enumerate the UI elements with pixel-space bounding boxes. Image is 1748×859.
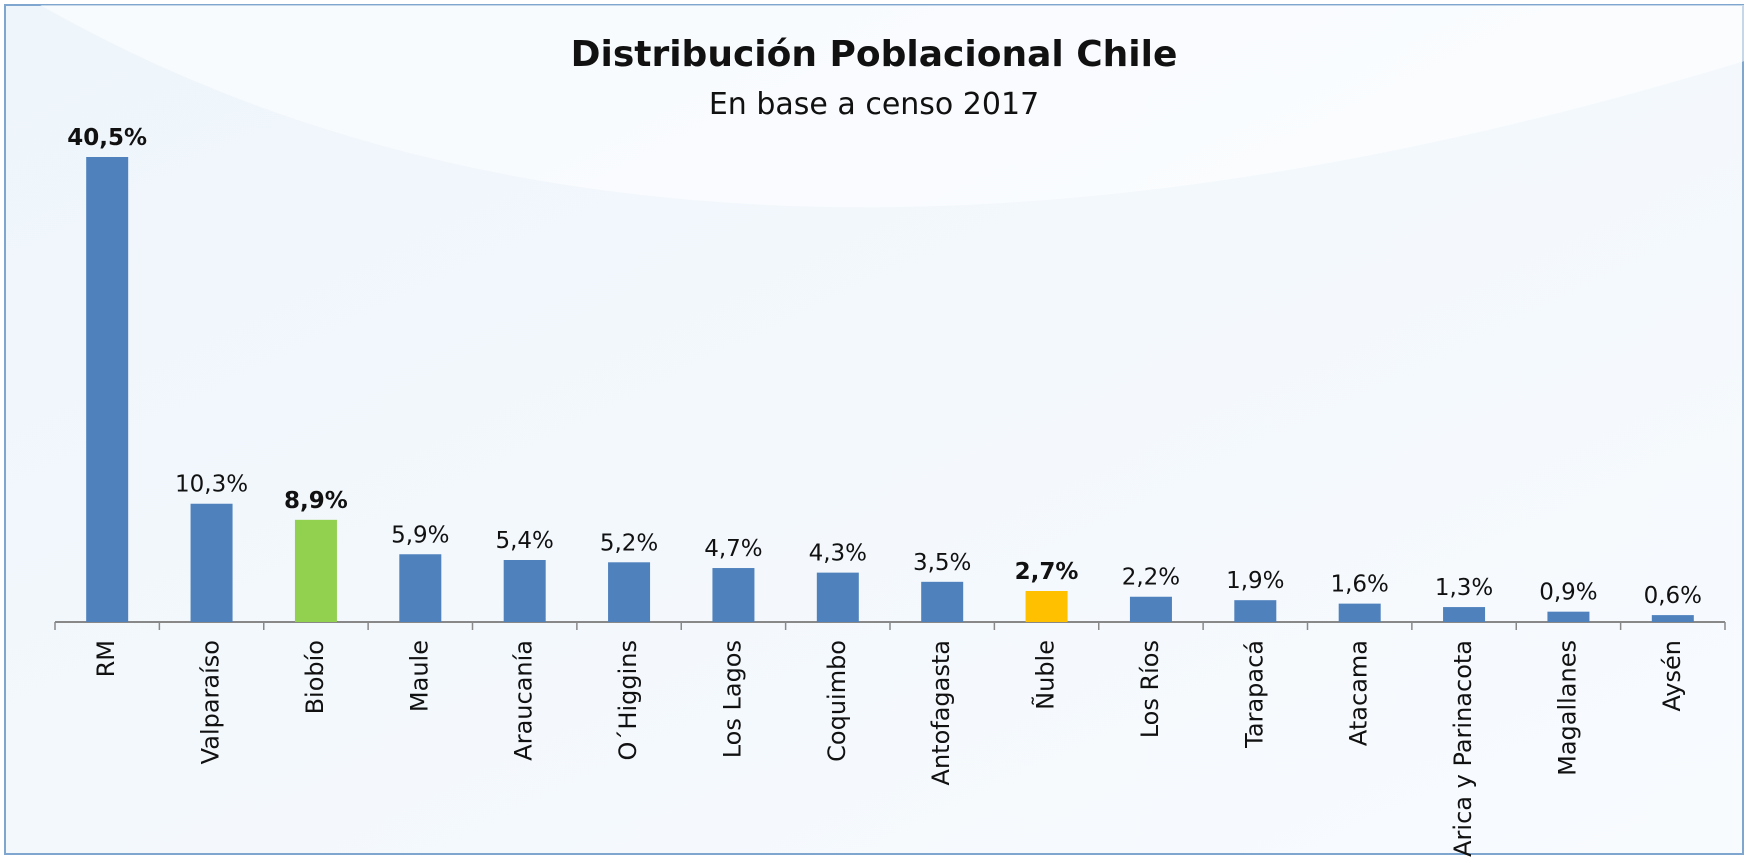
bar bbox=[1129, 596, 1172, 622]
bar bbox=[1547, 611, 1590, 622]
x-tick-label: Maule bbox=[405, 640, 433, 712]
value-label: 10,3% bbox=[175, 472, 248, 498]
value-label: 0,9% bbox=[1539, 580, 1597, 606]
bar bbox=[86, 157, 129, 622]
decor bbox=[40, 5, 1748, 208]
value-label: 4,7% bbox=[704, 536, 762, 562]
x-tick-label: Tarapacá bbox=[1240, 640, 1268, 749]
value-label: 1,9% bbox=[1226, 568, 1284, 594]
value-label: 3,5% bbox=[913, 550, 971, 576]
x-tick-label: Los Ríos bbox=[1136, 640, 1164, 738]
bar bbox=[190, 503, 233, 622]
x-tick-label: Atacama bbox=[1345, 640, 1373, 746]
value-label: 5,9% bbox=[391, 522, 449, 548]
bar bbox=[1338, 603, 1381, 622]
chart-title: Distribución Poblacional Chile bbox=[571, 34, 1178, 75]
bar bbox=[816, 572, 859, 622]
x-tick-label: O´Higgins bbox=[614, 640, 642, 760]
value-label: 0,6% bbox=[1644, 583, 1702, 609]
chart-subtitle: En base a censo 2017 bbox=[709, 87, 1039, 122]
value-label: 2,2% bbox=[1122, 565, 1180, 591]
x-tick-label: Ñuble bbox=[1030, 640, 1060, 710]
x-tick-label: Valparaíso bbox=[197, 640, 225, 764]
bar bbox=[1234, 600, 1277, 622]
x-tick-label: Los Lagos bbox=[718, 640, 746, 758]
bar bbox=[712, 568, 755, 622]
x-tick-label: Biobío bbox=[301, 640, 329, 714]
value-label: 1,3% bbox=[1435, 575, 1493, 601]
value-label: 5,4% bbox=[495, 528, 553, 554]
value-label: 1,6% bbox=[1330, 572, 1388, 598]
value-label: 4,3% bbox=[809, 541, 867, 567]
x-tick-label: Araucanía bbox=[510, 640, 538, 761]
x-tick-label: RM bbox=[92, 640, 120, 677]
bar bbox=[294, 519, 337, 622]
value-label: 5,2% bbox=[600, 530, 658, 556]
bar bbox=[399, 554, 442, 622]
value-label: 2,7% bbox=[1015, 559, 1079, 585]
bar bbox=[608, 562, 651, 622]
x-tick-label: Arica y Parinacota bbox=[1449, 640, 1477, 857]
bar bbox=[503, 560, 546, 622]
value-label: 8,9% bbox=[284, 488, 348, 514]
bar bbox=[1443, 607, 1486, 622]
value-label: 40,5% bbox=[67, 125, 147, 151]
bar bbox=[1651, 615, 1694, 622]
bar bbox=[1025, 591, 1068, 622]
x-tick-label: Coquimbo bbox=[823, 640, 851, 762]
x-tick-label: Antofagasta bbox=[927, 640, 955, 785]
x-tick-label: Aysén bbox=[1658, 640, 1686, 711]
x-tick-label: Magallanes bbox=[1553, 640, 1581, 776]
bar bbox=[921, 581, 964, 622]
